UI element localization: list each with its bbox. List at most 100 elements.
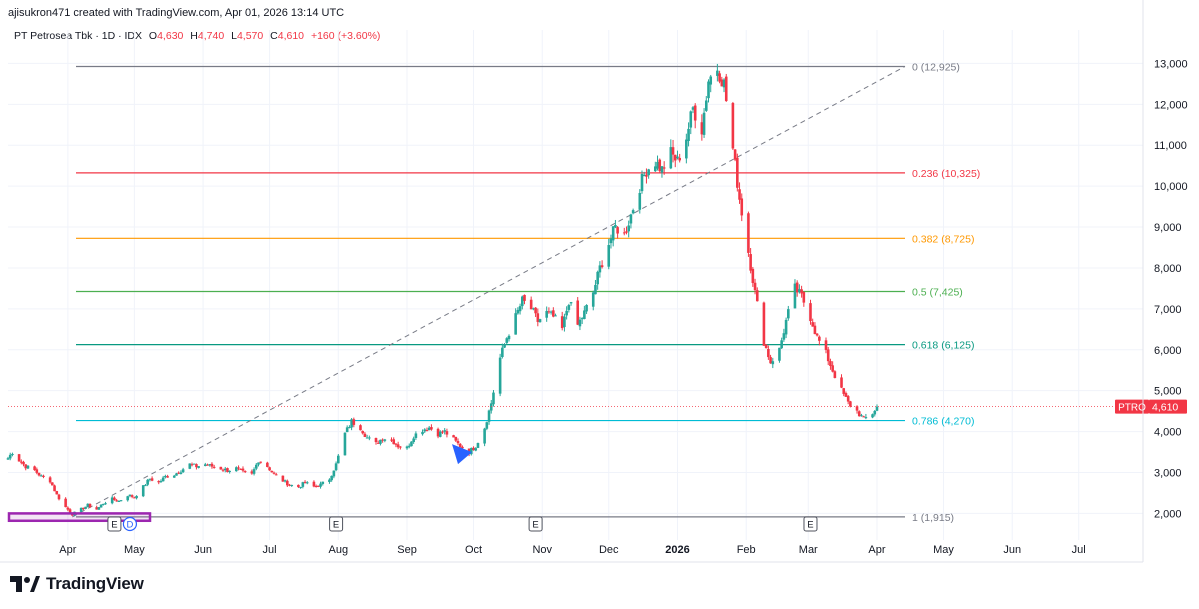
candle bbox=[345, 425, 349, 433]
candle bbox=[501, 343, 504, 359]
candle-body bbox=[538, 319, 542, 323]
earnings-event-icon[interactable] bbox=[803, 516, 818, 532]
candle-body bbox=[195, 464, 198, 468]
candle-body bbox=[348, 427, 351, 429]
candle bbox=[26, 465, 30, 470]
candle bbox=[102, 503, 105, 506]
candle bbox=[871, 413, 874, 419]
candle-body bbox=[616, 227, 619, 234]
candle bbox=[771, 357, 775, 369]
close-label: C bbox=[270, 30, 278, 42]
candle-body bbox=[272, 472, 276, 474]
candle bbox=[638, 189, 642, 214]
candle-body bbox=[461, 446, 464, 449]
earnings-event-icon[interactable] bbox=[107, 516, 122, 532]
candle-body bbox=[394, 443, 398, 445]
earnings-event-label: E bbox=[532, 520, 538, 531]
candle bbox=[350, 417, 353, 431]
candle bbox=[235, 466, 238, 472]
candle bbox=[567, 303, 571, 313]
candle bbox=[813, 322, 817, 335]
candle-body bbox=[846, 396, 850, 402]
y-tick-label: 8,000 bbox=[1154, 263, 1182, 275]
candle-body bbox=[24, 464, 28, 469]
candle bbox=[330, 475, 333, 482]
earnings-event-icon[interactable] bbox=[528, 516, 543, 532]
candle bbox=[503, 343, 506, 349]
candle-body bbox=[518, 306, 522, 312]
candle bbox=[691, 106, 695, 114]
candle bbox=[709, 74, 713, 93]
candle bbox=[423, 428, 427, 434]
candle bbox=[700, 114, 704, 141]
y-tick-label: 9,000 bbox=[1154, 222, 1182, 234]
candle-body bbox=[237, 467, 240, 469]
candle-body bbox=[454, 436, 458, 441]
open-value: 4,630 bbox=[157, 30, 184, 42]
candle-body bbox=[226, 468, 229, 473]
candle-body bbox=[66, 507, 70, 510]
candle bbox=[782, 328, 786, 342]
candle-body bbox=[647, 169, 650, 176]
candle-body bbox=[390, 439, 393, 441]
candle bbox=[430, 424, 433, 431]
candle-body bbox=[259, 461, 263, 463]
candle-body bbox=[192, 463, 196, 465]
candle bbox=[239, 468, 243, 470]
candle-body bbox=[317, 485, 320, 487]
candle-body bbox=[627, 225, 631, 232]
candle-body bbox=[445, 431, 449, 435]
fib-retracement: 0 (12,925) 0.236 (10,325) 0.382 (8,725) 0.5… bbox=[72, 61, 980, 524]
candle bbox=[470, 447, 473, 456]
candle bbox=[716, 63, 719, 82]
candle bbox=[383, 438, 387, 443]
candle bbox=[361, 430, 364, 435]
candle-body bbox=[458, 443, 462, 448]
candle bbox=[583, 305, 586, 320]
candle-body bbox=[235, 467, 238, 472]
candle-body bbox=[809, 303, 812, 322]
candle bbox=[11, 452, 14, 457]
candle bbox=[110, 495, 114, 505]
candle-body bbox=[483, 428, 486, 444]
candle-body bbox=[119, 500, 123, 502]
low-label: L bbox=[231, 30, 237, 42]
candle bbox=[642, 171, 646, 177]
candle-body bbox=[150, 478, 154, 481]
candle-body bbox=[552, 310, 555, 317]
candle bbox=[627, 220, 631, 238]
y-tick-label: 3,000 bbox=[1154, 468, 1182, 480]
candle bbox=[396, 441, 400, 450]
candle-body bbox=[133, 497, 136, 499]
candle-body bbox=[368, 437, 371, 439]
candle-body bbox=[640, 174, 644, 192]
candle bbox=[53, 484, 56, 492]
earnings-event-icon[interactable] bbox=[329, 516, 344, 532]
candle bbox=[363, 432, 367, 438]
candle bbox=[654, 161, 657, 172]
candle-body bbox=[86, 503, 90, 508]
candle bbox=[412, 436, 415, 444]
candle-body bbox=[8, 454, 12, 459]
candle bbox=[104, 501, 107, 505]
candle-body bbox=[860, 415, 863, 417]
candle bbox=[82, 507, 85, 511]
candle bbox=[192, 463, 196, 465]
candle bbox=[22, 460, 25, 467]
candle-body bbox=[523, 294, 526, 301]
candle-body bbox=[771, 361, 775, 365]
candle-body bbox=[430, 427, 433, 430]
candle bbox=[312, 480, 316, 488]
candle bbox=[545, 306, 548, 322]
candle bbox=[565, 306, 568, 320]
candle-body bbox=[146, 479, 149, 485]
candle bbox=[857, 410, 861, 417]
dividend-event-icon[interactable] bbox=[122, 516, 138, 532]
candle bbox=[611, 226, 615, 247]
candle bbox=[42, 474, 45, 479]
candle bbox=[673, 154, 677, 168]
candle bbox=[146, 478, 149, 487]
candle bbox=[824, 337, 828, 354]
candle-body bbox=[549, 311, 553, 313]
